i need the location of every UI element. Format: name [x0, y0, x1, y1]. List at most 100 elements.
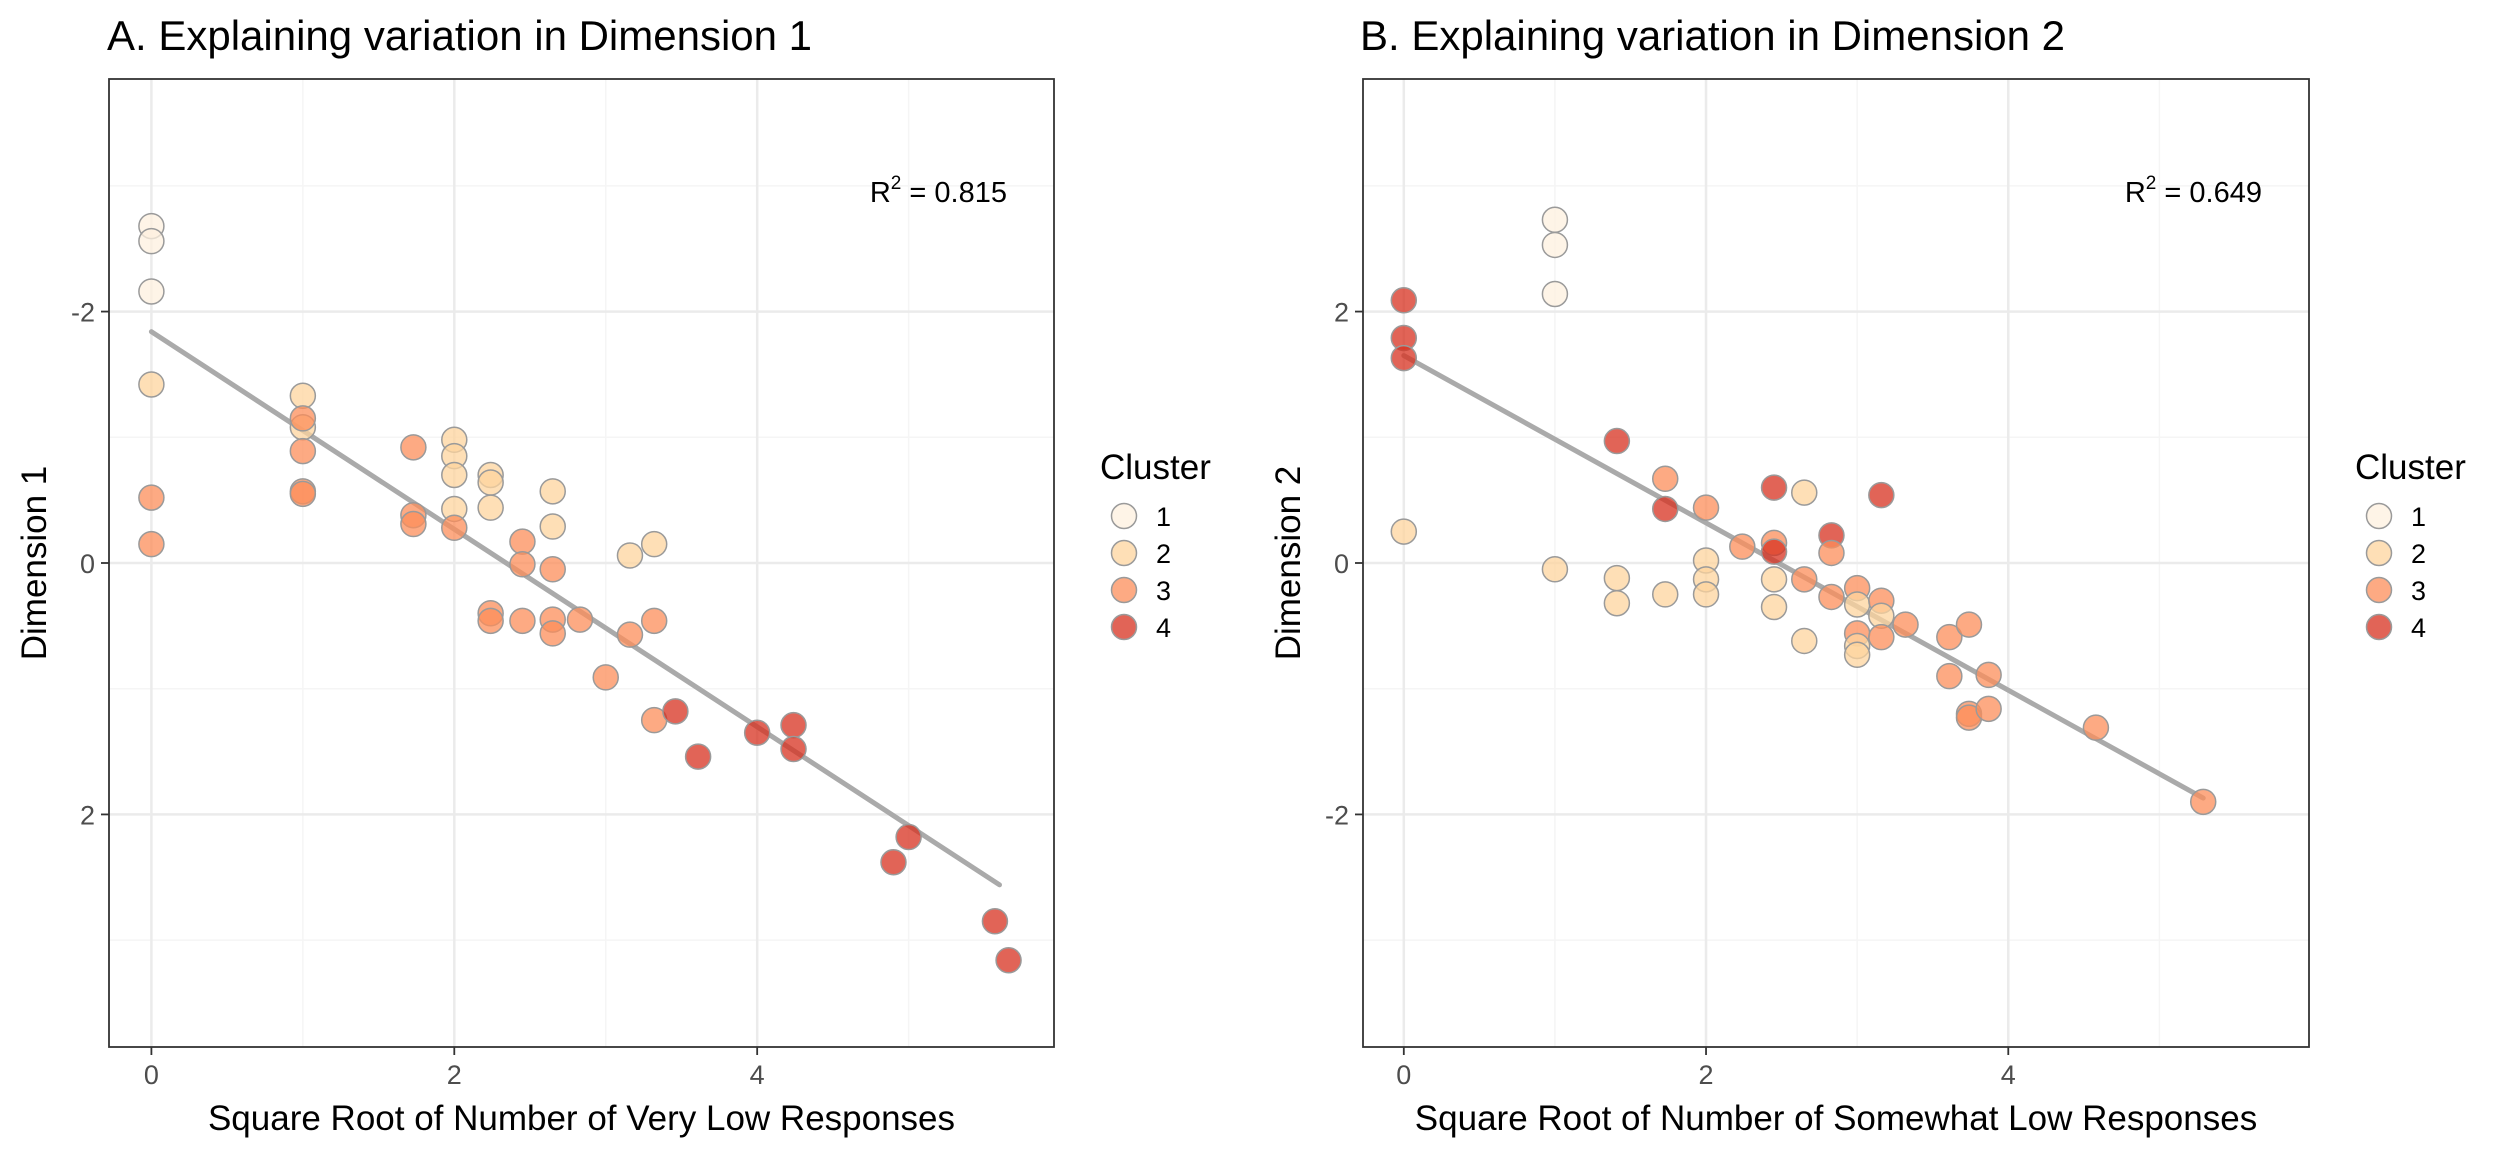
- y-axis-title: Dimension 2: [1269, 466, 1308, 661]
- annotation-value: = 0.815: [901, 177, 1007, 209]
- y-tick-label: 0: [1334, 549, 1349, 579]
- data-point-cluster-3: [400, 434, 427, 461]
- legend-key-cluster-2: [1110, 539, 1138, 567]
- x-tick-label: 0: [144, 1060, 159, 1090]
- x-tick-label: 4: [750, 1060, 765, 1090]
- data-point-cluster-2: [640, 530, 668, 558]
- y-tick-label: -2: [71, 298, 95, 328]
- data-point-cluster-4: [684, 743, 712, 770]
- data-point-cluster-2: [477, 469, 504, 496]
- legend: Cluster 1 2 3 4: [2355, 448, 2466, 643]
- data-point-cluster-4: [995, 947, 1022, 974]
- x-axis-title: Square Root of Number of Somewhat Low Re…: [1415, 1099, 2257, 1138]
- chart-panel-a: 0 2 4 -2 0 2 A. Explaining variation in Dimens…: [15, 12, 1211, 1138]
- data-point-cluster-3: [539, 620, 566, 647]
- data-point-cluster-1: [1541, 206, 1569, 234]
- data-point-cluster-4: [1868, 481, 1895, 509]
- data-point-cluster-3: [566, 606, 594, 633]
- data-point-cluster-2: [1541, 556, 1569, 583]
- legend-key-cluster-1: [2365, 502, 2393, 530]
- legend-label-cluster-3: 3: [2411, 576, 2426, 606]
- data-point-cluster-2: [1603, 564, 1631, 592]
- data-point-cluster-3: [1955, 611, 1983, 638]
- r-squared-annotation: R2 = 0.649: [2125, 173, 2262, 209]
- data-point-cluster-2: [1651, 581, 1679, 608]
- data-point-cluster-1: [1541, 280, 1569, 308]
- data-point-cluster-3: [1975, 661, 2002, 689]
- y-tick-label: 2: [80, 800, 95, 830]
- data-point-cluster-3: [441, 514, 468, 542]
- annotation-superscript: 2: [2146, 173, 2157, 194]
- data-point-cluster-3: [2189, 788, 2217, 816]
- legend-key-cluster-3: [1110, 576, 1138, 604]
- data-point-cluster-4: [743, 719, 771, 746]
- chart-title: A. Explaining variation in Dimension 1: [107, 12, 812, 59]
- data-point-cluster-4: [780, 735, 807, 763]
- data-point-cluster-3: [1936, 623, 1963, 651]
- annotation-value: = 0.649: [2156, 177, 2262, 209]
- y-tick-label: 2: [1334, 298, 1349, 328]
- data-point-cluster-3: [1936, 662, 1963, 690]
- data-point-cluster-3: [2082, 714, 2110, 741]
- legend-key-cluster-1: [1110, 502, 1138, 530]
- legend-label-cluster-2: 2: [1156, 539, 1171, 569]
- data-point-cluster-4: [1390, 344, 1418, 372]
- annotation-base: R: [870, 177, 891, 209]
- legend-key-cluster-4: [2365, 613, 2393, 641]
- data-point-cluster-2: [1791, 479, 1818, 506]
- data-point-cluster-3: [1651, 465, 1679, 493]
- data-point-cluster-3: [1975, 695, 2002, 723]
- data-point-cluster-2: [138, 371, 165, 398]
- data-point-cluster-4: [1760, 538, 1788, 565]
- data-point-cluster-2: [539, 478, 566, 505]
- data-point-cluster-2: [441, 461, 468, 489]
- legend-label-cluster-1: 1: [1156, 502, 1171, 532]
- data-point-cluster-1: [138, 227, 165, 255]
- data-point-cluster-4: [981, 908, 1009, 935]
- data-point-cluster-2: [1760, 593, 1788, 621]
- data-point-cluster-2: [1760, 566, 1788, 593]
- chart-panel-b: 0 2 4 -2 0 2 B. Explaining variation in Dimens…: [1269, 12, 2466, 1138]
- data-point-cluster-1: [1541, 231, 1569, 259]
- data-point-cluster-4: [1651, 495, 1679, 523]
- data-point-cluster-3: [1791, 566, 1818, 593]
- legend-label-cluster-4: 4: [2411, 613, 2426, 643]
- legend-key-cluster-4: [1110, 613, 1138, 641]
- annotation-base: R: [2125, 177, 2146, 209]
- x-axis-title: Square Root of Number of Very Low Respon…: [208, 1099, 955, 1138]
- data-point-cluster-2: [1390, 518, 1418, 545]
- data-point-cluster-3: [616, 621, 644, 648]
- data-point-cluster-3: [509, 551, 536, 578]
- data-point-cluster-4: [662, 698, 689, 725]
- data-point-cluster-4: [780, 711, 807, 739]
- legend: Cluster 1 2 3 4: [1100, 448, 1211, 643]
- data-point-cluster-2: [289, 382, 317, 410]
- data-point-cluster-3: [138, 484, 165, 511]
- data-point-cluster-3: [509, 607, 536, 635]
- data-point-cluster-3: [289, 437, 317, 465]
- data-point-cluster-2: [616, 542, 644, 569]
- data-point-cluster-4: [1603, 427, 1631, 455]
- data-point-cluster-4: [895, 823, 922, 851]
- data-point-cluster-4: [1760, 474, 1788, 501]
- data-point-cluster-4: [1390, 287, 1418, 314]
- data-point-cluster-3: [289, 480, 317, 508]
- x-tick-label: 2: [1699, 1060, 1714, 1090]
- data-point-cluster-3: [477, 607, 504, 635]
- y-tick-label: 0: [80, 549, 95, 579]
- data-point-cluster-2: [1843, 591, 1871, 618]
- legend-key-cluster-3: [2365, 576, 2393, 604]
- legend-label-cluster-2: 2: [2411, 539, 2426, 569]
- data-point-cluster-2: [1843, 641, 1871, 669]
- data-point-cluster-3: [400, 510, 427, 538]
- legend-title: Cluster: [1100, 448, 1211, 487]
- data-point-cluster-3: [289, 405, 317, 432]
- annotation-superscript: 2: [891, 173, 902, 194]
- chart-title: B. Explaining variation in Dimension 2: [1360, 12, 2065, 59]
- x-tick-label: 4: [2001, 1060, 2016, 1090]
- data-point-cluster-3: [640, 607, 668, 635]
- data-point-cluster-3: [1692, 494, 1720, 521]
- legend-label-cluster-4: 4: [1156, 613, 1171, 643]
- data-point-cluster-3: [539, 556, 566, 583]
